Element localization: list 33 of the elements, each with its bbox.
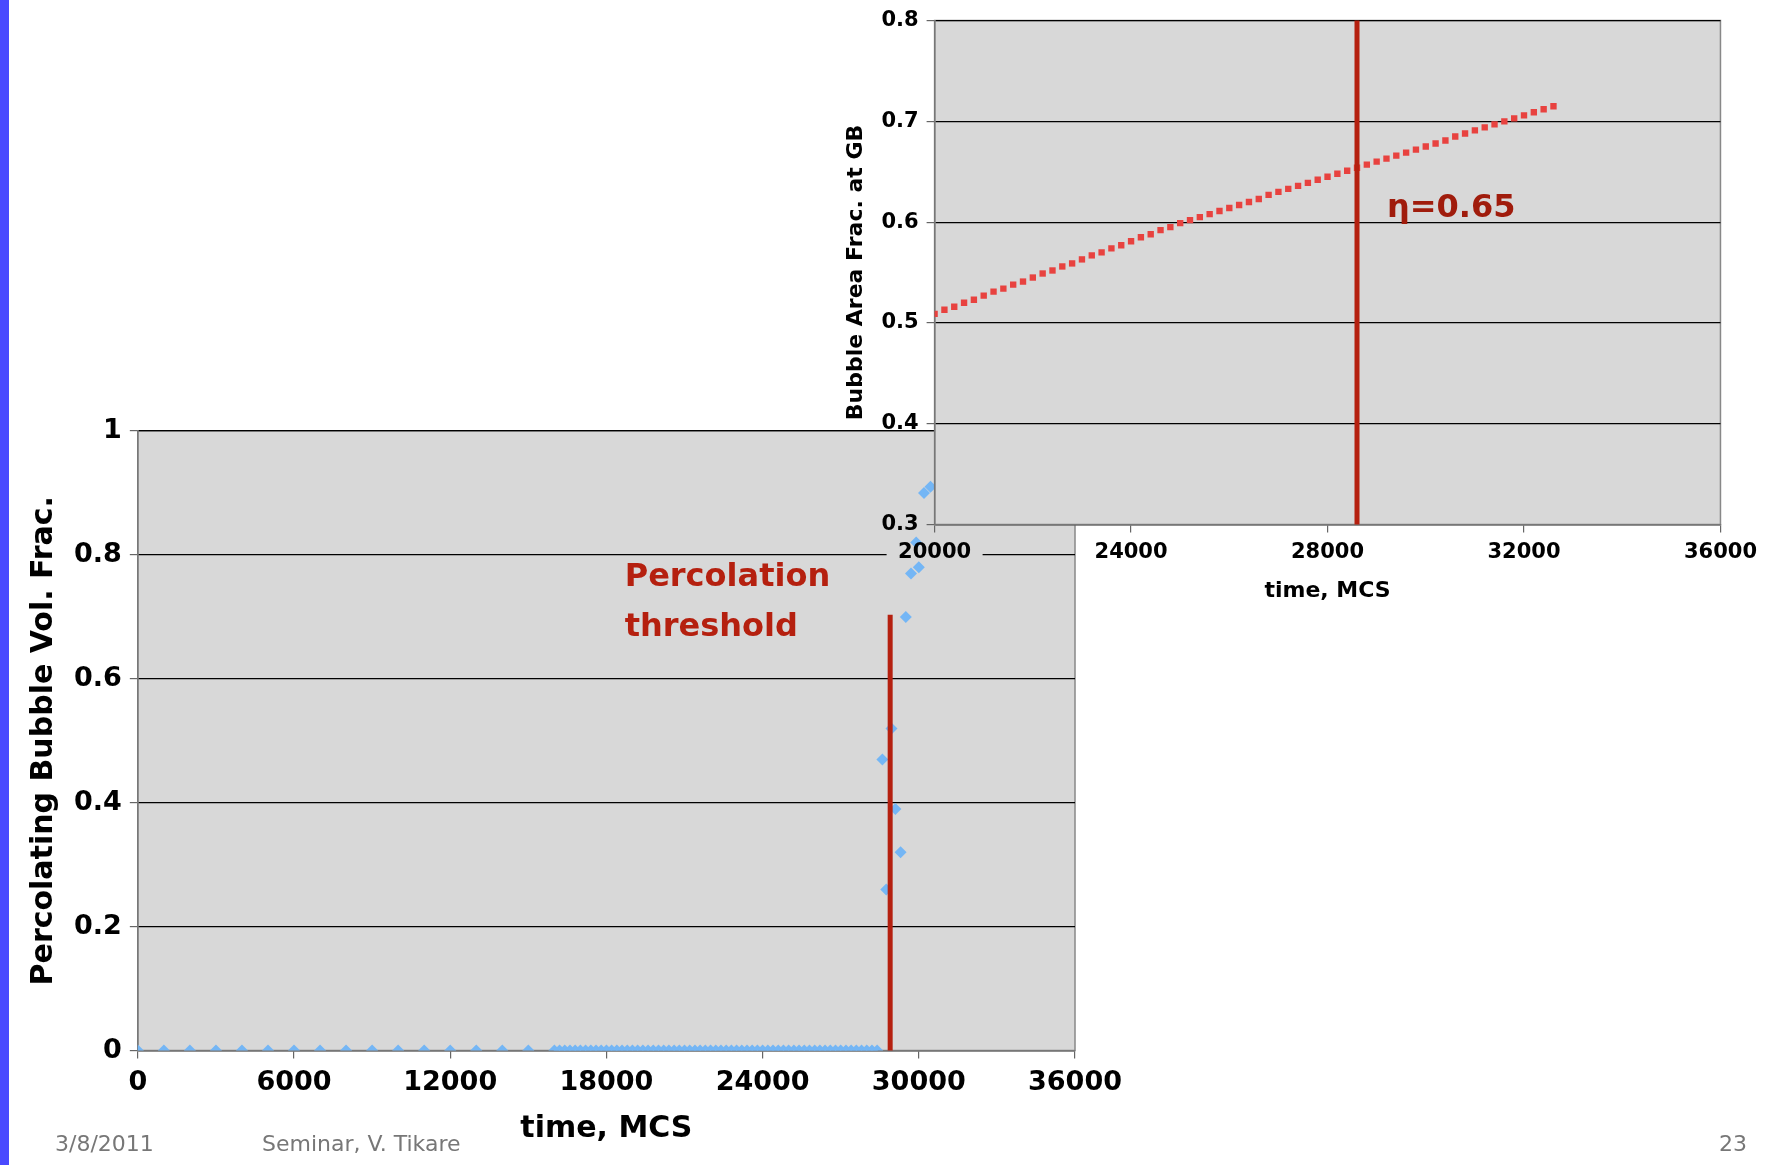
text: 23 (1719, 1131, 1747, 1156)
x-tick-label: 6000 (256, 1064, 332, 1096)
x-tick-label: 18000 (559, 1064, 654, 1096)
y-tick-label: 0.4 (73, 784, 122, 816)
y-tick-label: 0.2 (73, 908, 122, 940)
x-tick-label: 30000 (871, 1064, 966, 1096)
x-tick-label: 32000 (1487, 539, 1561, 564)
y-axis-title: Bubble Area Frac. at GB (841, 124, 867, 421)
text: Seminar, V. Tikare (262, 1131, 461, 1156)
x-tick-label: 24000 (1094, 539, 1168, 564)
y-tick-label: 0.3 (881, 510, 919, 535)
x-axis-title: time, MCS (1264, 576, 1391, 602)
text: 3/8/2011 (55, 1131, 154, 1156)
x-tick-label: 36000 (1683, 539, 1757, 564)
y-tick-label: 0.5 (881, 309, 919, 334)
x-axis-title: time, MCS (520, 1108, 693, 1144)
x-tick-label: 20000 (898, 539, 972, 564)
x-tick-label: 36000 (1028, 1064, 1122, 1096)
x-tick-label: 28000 (1291, 539, 1365, 564)
y-axis-title: Percolating Bubble Vol. Frac. (23, 496, 59, 986)
y-tick-label: 0 (103, 1032, 122, 1064)
y-tick-label: 0.4 (881, 410, 919, 435)
x-tick-label: 12000 (403, 1064, 498, 1096)
ref-line-label: Percolation threshold (624, 555, 831, 644)
annotation: η=0.65 (1387, 187, 1516, 226)
y-tick-label: 0.7 (881, 107, 919, 132)
y-tick-label: 0.8 (881, 7, 919, 32)
x-tick-label: 24000 (715, 1064, 810, 1096)
y-tick-label: 0.8 (73, 536, 122, 568)
x-tick-label: 0 (128, 1064, 148, 1096)
y-tick-label: 0.6 (881, 208, 919, 233)
y-tick-label: 1 (103, 413, 122, 445)
y-tick-label: 0.6 (73, 660, 122, 692)
